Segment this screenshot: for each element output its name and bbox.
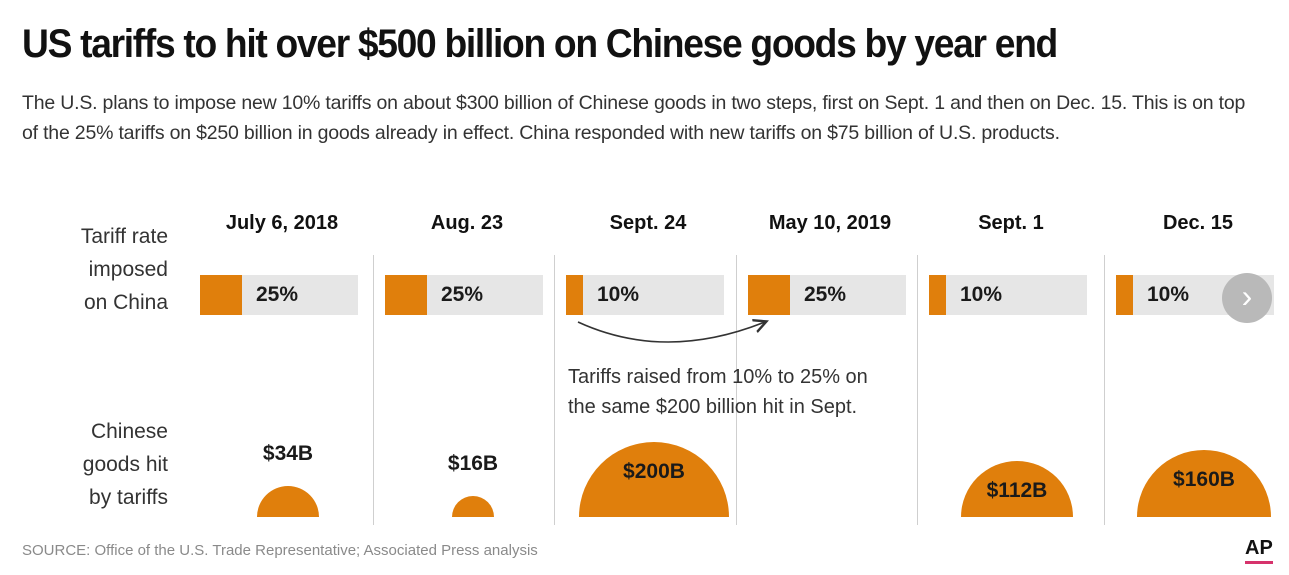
rate-row-label-line: on China [83,291,168,314]
goods-row-label-line: goods hit [82,453,168,476]
date-tick-label: Sept. 1 [978,212,1044,234]
source-note: SOURCE: Office of the U.S. Trade Represe… [22,542,538,559]
rate-row-label-line: Tariff rate [80,225,168,248]
column-divider [917,255,918,525]
ap-logo: AP [1245,536,1273,564]
goods-data-label: $16B [447,452,499,475]
rate-data-label: 25% [804,283,847,306]
rate-track: 25% [385,275,543,315]
rate-track: 25% [200,275,358,315]
rate-bar [929,275,946,315]
goods-row-label-line: by tariffs [89,486,168,509]
rate-row-label: Tariff rate imposed on China [40,220,168,319]
rate-data-label: 10% [597,283,640,306]
goods-data-label: $34B [262,442,314,465]
rate-data-label: 25% [441,283,484,306]
column-divider [554,255,555,525]
rate-bar [566,275,583,315]
rate-data-label: 25% [256,283,299,306]
chart-description: The U.S. plans to impose new 10% tariffs… [22,92,1246,144]
rate-track: 10% [566,275,724,315]
goods-row-label-line: Chinese [90,420,168,443]
goods-row-label: Chinese goods hit by tariffs [40,415,168,514]
annotation-line: the same $200 billion hit in Sept. [568,396,858,418]
date-tick-label: Dec. 15 [1162,212,1234,234]
rate-row-label-line: imposed [88,258,168,281]
column-divider [373,255,374,525]
date-tick-label: July 6, 2018 [225,212,339,234]
rate-track: 25% [748,275,906,315]
rate-data-label: 10% [960,283,1003,306]
date-tick-label: Aug. 23 [430,212,504,234]
goods-data-label: $160B [1173,468,1235,491]
chevron-right-icon: › [1241,278,1253,314]
rate-bar [385,275,427,315]
goods-data-label: $200B [623,460,685,483]
chart-title: US tariffs to hit over $500 billion on C… [22,22,1058,66]
column-divider [1104,255,1105,525]
date-tick-label: May 10, 2019 [768,212,892,234]
goods-semicircle [452,496,494,517]
rate-track: 10% [929,275,1087,315]
rate-data-label: 10% [1147,283,1190,306]
annotation-note: Tariffs raised from 10% to 25% on the sa… [568,362,908,422]
date-tick-label: Sept. 24 [609,212,687,234]
goods-data-label: $112B [986,479,1048,502]
rate-bar [1116,275,1133,315]
rate-bar [200,275,242,315]
annotation-line: Tariffs raised from 10% to 25% on [568,366,868,388]
rate-bar [748,275,790,315]
column-divider [736,255,737,525]
next-slide-button[interactable]: › [1222,273,1272,323]
